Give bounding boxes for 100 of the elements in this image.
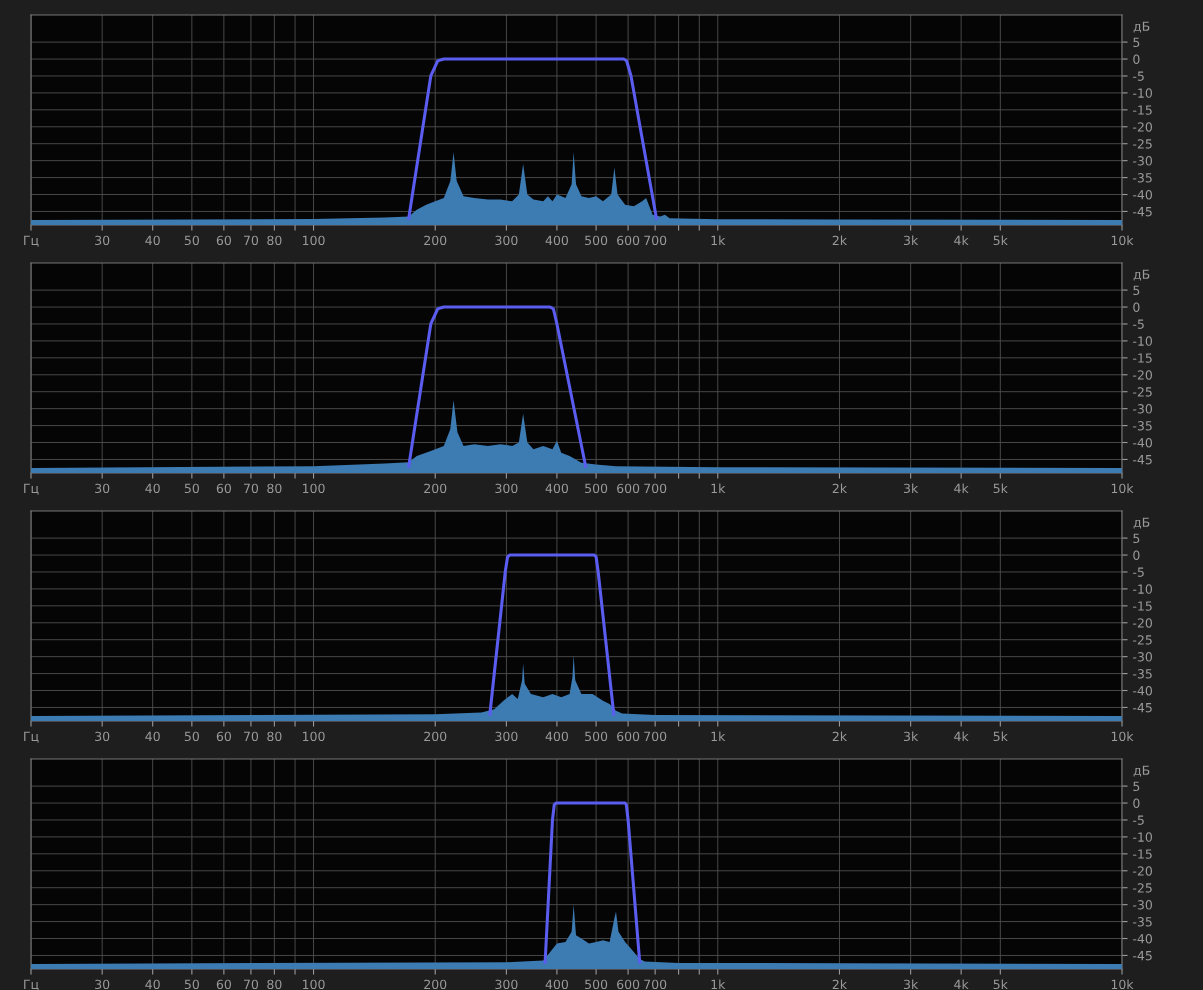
y-tick-label: -15 [1133,601,1152,611]
x-tick-label: 500 [585,483,608,494]
y-tick-label: -5 [1133,815,1144,825]
x-tick-label: 50 [184,979,199,990]
x-tick-label: 4k [954,979,969,989]
x-tick-label: 3k [904,483,919,494]
y-tick-label: -35 [1133,173,1152,183]
x-tick-label: 100 [302,731,325,742]
y-tick-label: 0 [1133,550,1140,560]
x-tick-label: 500 [585,235,608,246]
y-tick-label: -35 [1133,917,1152,927]
x-tick-label: 2k [832,979,848,989]
x-tick-label: Гц [24,483,39,495]
x-tick-label: 600 [617,235,640,246]
x-tick-label: 3k [904,235,919,246]
x-tick-label: 40 [145,483,160,494]
y-tick-label: -40 [1133,189,1152,200]
x-tick-label: 50 [184,483,199,494]
x-tick-label: 70 [244,979,259,990]
y-tick-label: -35 [1133,421,1152,431]
x-tick-label: 2k [832,483,848,493]
y-tick-label: -30 [1133,156,1152,166]
x-tick-label: 50 [184,731,199,742]
x-tick-label: 70 [244,731,259,742]
y-axis-title: дБ [1133,269,1150,281]
x-tick-label: 500 [585,731,608,742]
y-tick-label: -40 [1133,933,1152,944]
x-tick-label: 700 [644,483,667,494]
x-tick-label: 5k [993,731,1008,742]
y-tick-label: 5 [1133,37,1140,48]
y-tick-label: -30 [1133,652,1152,662]
x-tick-label: 2k [832,731,848,741]
x-tick-label: 4k [954,731,969,741]
x-tick-label: 200 [424,235,447,246]
x-tick-label: 50 [184,235,199,246]
x-tick-label: 1k [711,235,726,245]
y-tick-label: -10 [1133,336,1152,346]
y-tick-label: -15 [1133,849,1152,859]
x-tick-label: 30 [95,731,110,742]
x-tick-label: 100 [302,235,325,246]
x-tick-label: 700 [644,731,667,742]
x-tick-label: 80 [267,731,282,742]
x-tick-label: 3k [904,979,919,990]
y-tick-label: 5 [1133,285,1140,296]
x-tick-label: 5k [993,979,1008,990]
x-tick-label: 30 [95,979,110,990]
x-tick-label: 400 [545,731,569,742]
x-tick-label: 200 [424,979,447,990]
y-tick-label: -45 [1133,455,1152,465]
y-tick-label: -30 [1133,404,1152,414]
x-tick-label: 300 [495,235,518,246]
x-tick-label: 80 [267,483,282,494]
x-tick-label: 600 [617,979,640,990]
x-tick-label: 100 [302,979,325,990]
y-tick-label: -20 [1133,122,1152,132]
y-axis-title: дБ [1133,765,1150,777]
x-tick-label: 60 [216,979,231,990]
y-tick-label: 0 [1133,302,1140,312]
x-tick-label: 4k [954,483,969,493]
x-tick-label: 40 [145,731,160,742]
x-tick-label: 1k [711,731,726,741]
x-tick-label: 3k [904,731,919,742]
x-tick-label: 40 [145,235,160,246]
y-tick-label: 5 [1133,781,1140,792]
y-tick-label: -40 [1133,685,1152,696]
x-tick-label: 700 [644,235,667,246]
y-tick-label: -25 [1133,139,1152,149]
x-tick-label: 400 [545,235,569,246]
y-tick-label: -25 [1133,387,1152,397]
x-tick-label: 600 [617,731,640,742]
x-tick-label: 200 [424,731,447,742]
y-tick-label: -25 [1133,635,1152,645]
y-axis-title: дБ [1133,517,1150,529]
x-tick-label: 600 [617,483,640,494]
x-tick-label: 500 [585,979,608,990]
x-tick-label: 1k [711,483,726,493]
x-tick-label: 300 [495,731,518,742]
x-tick-label: 60 [216,483,231,494]
y-tick-label: -25 [1133,883,1152,893]
x-tick-label: 200 [424,483,447,494]
y-tick-label: -35 [1133,669,1152,679]
x-tick-label: 5k [993,235,1008,246]
y-tick-label: -5 [1133,567,1144,577]
x-tick-label: 10k [1111,235,1134,246]
x-tick-label: 1k [711,979,726,989]
x-tick-label: 30 [95,235,110,246]
x-tick-label: 80 [267,979,282,990]
x-tick-label: 10k [1111,483,1134,494]
y-tick-label: -45 [1133,207,1152,217]
y-tick-label: -10 [1133,88,1152,98]
x-tick-label: Гц [24,235,39,247]
y-tick-label: -5 [1133,319,1144,329]
y-tick-label: 0 [1133,54,1140,64]
x-tick-label: 10k [1111,731,1134,742]
x-tick-label: 40 [145,979,160,990]
y-tick-label: -20 [1133,866,1152,876]
x-tick-label: 400 [545,483,569,494]
x-tick-label: 2k [832,235,848,245]
y-tick-label: -20 [1133,370,1152,380]
y-tick-label: -45 [1133,951,1152,961]
